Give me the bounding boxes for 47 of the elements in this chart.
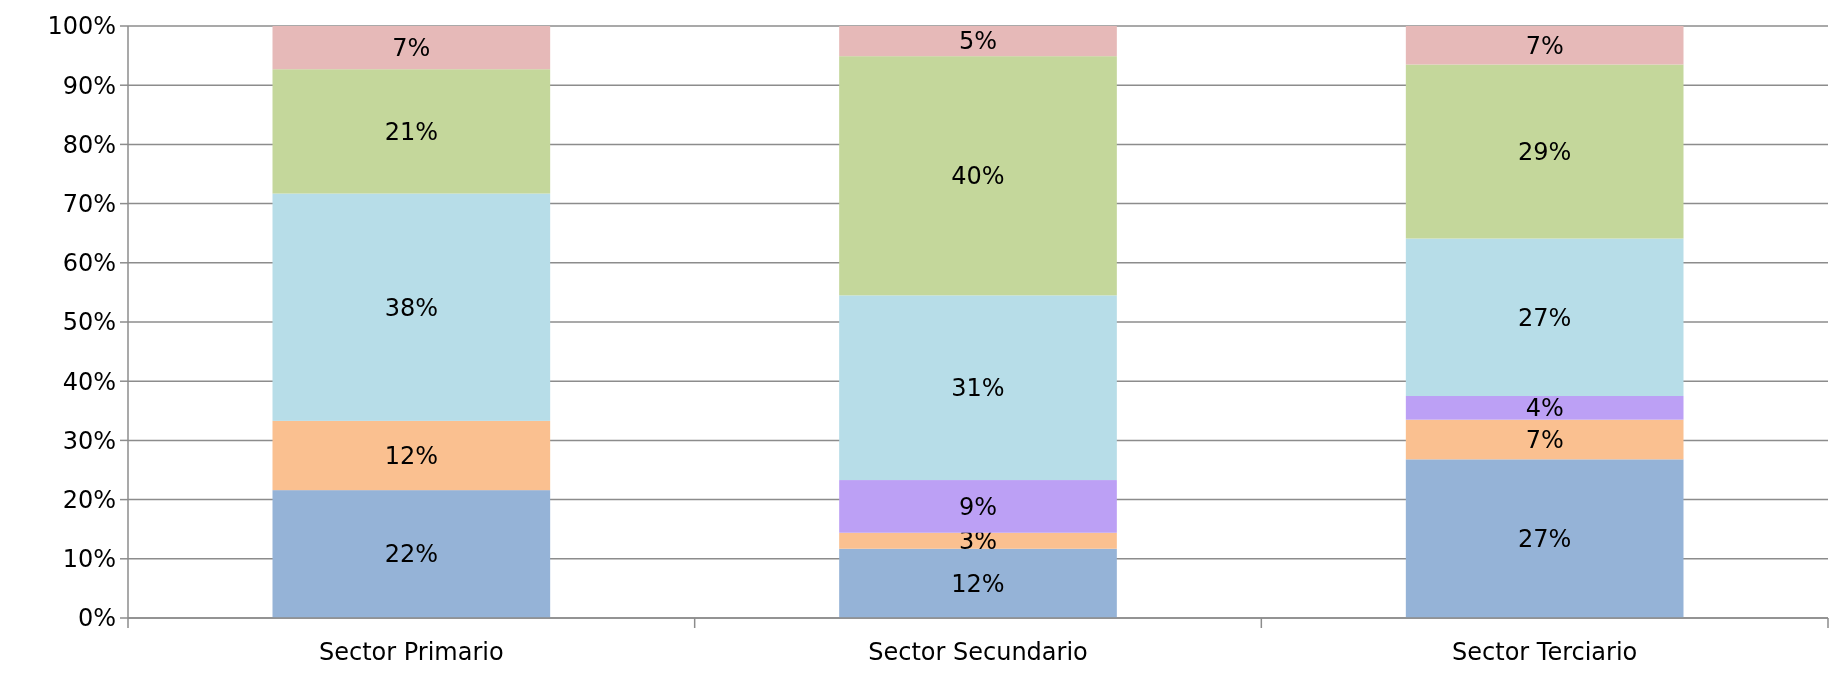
y-tick-label: 70% [62,190,116,218]
x-tick-label: Sector Secundario [868,638,1088,666]
bar [272,69,551,194]
bar [272,193,551,421]
data-label: 12% [951,569,1005,598]
y-tick-label: 50% [62,308,116,337]
bar [272,490,551,618]
bar [1405,396,1684,420]
data-label: 9% [958,492,998,521]
bar [272,420,551,491]
data-label: 4% [1525,394,1564,423]
x-tick-label: Sector Primario [318,638,504,666]
data-label: 22% [384,540,439,569]
y-tick-label: 80% [62,130,116,159]
bar [1405,238,1684,396]
y-tick-label: 100% [47,12,116,41]
data-label: 27% [1517,303,1572,332]
bar [839,26,1117,57]
data-label: 21% [384,117,439,146]
data-label: 27% [1517,525,1572,554]
y-tick-label: 10% [62,545,116,574]
bar [839,548,1117,618]
bar [839,56,1117,296]
y-tick-label: 0% [77,604,116,633]
bar [839,480,1117,533]
data-label: 7% [392,34,431,63]
x-tick-label: Sector Terciario [1452,638,1638,666]
y-tick-label: 30% [62,426,116,455]
data-label: 38% [384,293,439,322]
data-label: 40% [951,162,1005,191]
bar [1405,26,1684,65]
bar [272,26,551,70]
data-label: 5% [958,27,998,56]
bar [1405,64,1684,239]
data-label: 12% [384,441,439,470]
data-label: 31% [951,374,1005,403]
bar [839,295,1117,481]
y-tick-label: 90% [62,71,116,100]
bar [1405,459,1684,618]
data-label: 29% [1517,137,1572,166]
data-label: 7% [1525,31,1564,60]
y-tick-label: 40% [62,367,116,396]
bar [839,532,1117,549]
bar [1405,419,1684,460]
data-label: 7% [1525,425,1564,454]
y-tick-label: 20% [62,486,116,514]
y-tick-label: 60% [62,249,116,278]
